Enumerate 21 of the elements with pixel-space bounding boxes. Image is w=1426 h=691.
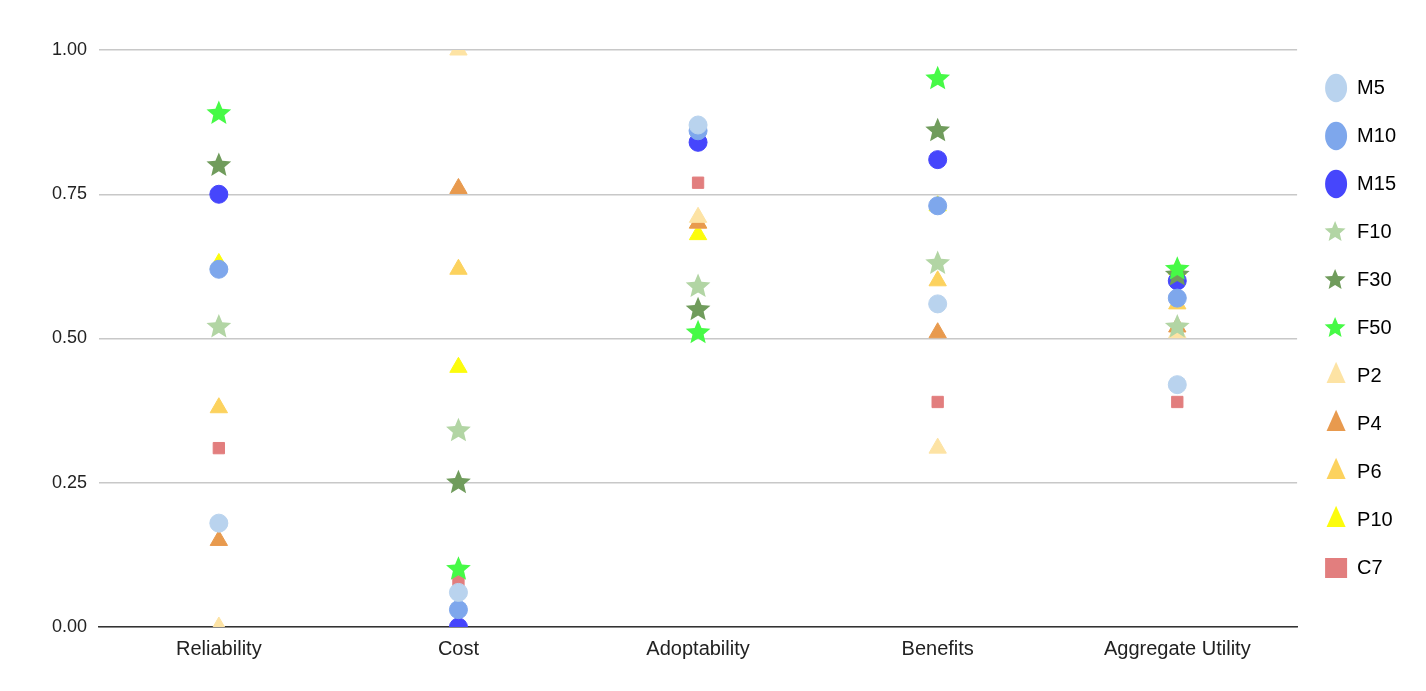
legend-label: M5 bbox=[1357, 75, 1385, 98]
y-tick-label: 0.00 bbox=[51, 615, 88, 636]
x-tick-label: Aggregate Utility bbox=[1103, 636, 1251, 659]
legend-label: P4 bbox=[1357, 411, 1382, 434]
x-tick-label: Cost bbox=[437, 636, 480, 659]
legend-label: P6 bbox=[1357, 459, 1382, 482]
legend-label: F50 bbox=[1357, 315, 1392, 338]
x-tick-label: Benefits bbox=[901, 636, 974, 659]
legend-label: F10 bbox=[1357, 219, 1392, 242]
x-tick-label: Adoptability bbox=[646, 636, 750, 659]
legend-label: M10 bbox=[1357, 123, 1396, 146]
y-tick-label: 1.00 bbox=[51, 38, 88, 59]
legend-label: F30 bbox=[1357, 267, 1392, 290]
x-tick-label: Reliability bbox=[176, 636, 262, 659]
legend-label: P10 bbox=[1357, 507, 1393, 530]
y-tick-label: 0.25 bbox=[51, 471, 88, 492]
legend-label: M15 bbox=[1357, 171, 1396, 194]
y-tick-label: 0.50 bbox=[51, 327, 88, 348]
legend-label: P2 bbox=[1357, 363, 1382, 386]
y-tick-label: 0.75 bbox=[51, 183, 88, 204]
legend-label: C7 bbox=[1357, 555, 1383, 578]
